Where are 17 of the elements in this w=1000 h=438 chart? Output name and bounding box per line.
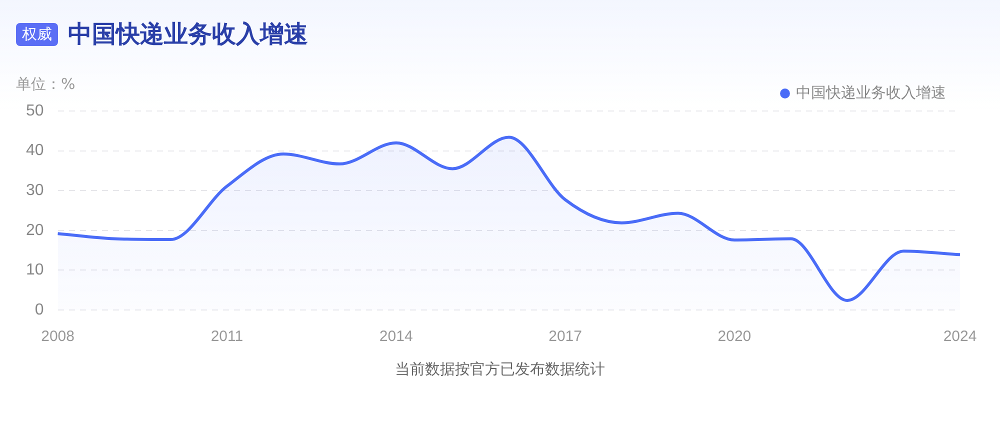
- y-tick-label: 30: [26, 182, 44, 200]
- x-tick-label: 2014: [379, 328, 413, 346]
- x-tick-label: 2017: [548, 328, 582, 346]
- y-axis-title: 单位：%: [16, 75, 76, 94]
- text: 当前数据按官方已发布数据统计: [394, 360, 606, 379]
- x-tick-label: 2008: [41, 328, 74, 346]
- y-tick-label: 0: [34, 301, 44, 318]
- y-tick-label: 10: [26, 262, 44, 279]
- x-tick-label: 2011: [210, 328, 244, 346]
- y-tick-label: 50: [26, 102, 44, 120]
- x-tick-label: 2020: [718, 328, 752, 346]
- y-tick-label: 20: [26, 222, 44, 239]
- text: 权威: [16, 22, 58, 46]
- y-tick-label: 40: [26, 142, 44, 160]
- chart-title: 中国快递业务收入增速: [68, 19, 308, 50]
- x-tick-label: 2024: [943, 328, 977, 346]
- legend-label: 中国快递业务收入增速: [796, 83, 946, 102]
